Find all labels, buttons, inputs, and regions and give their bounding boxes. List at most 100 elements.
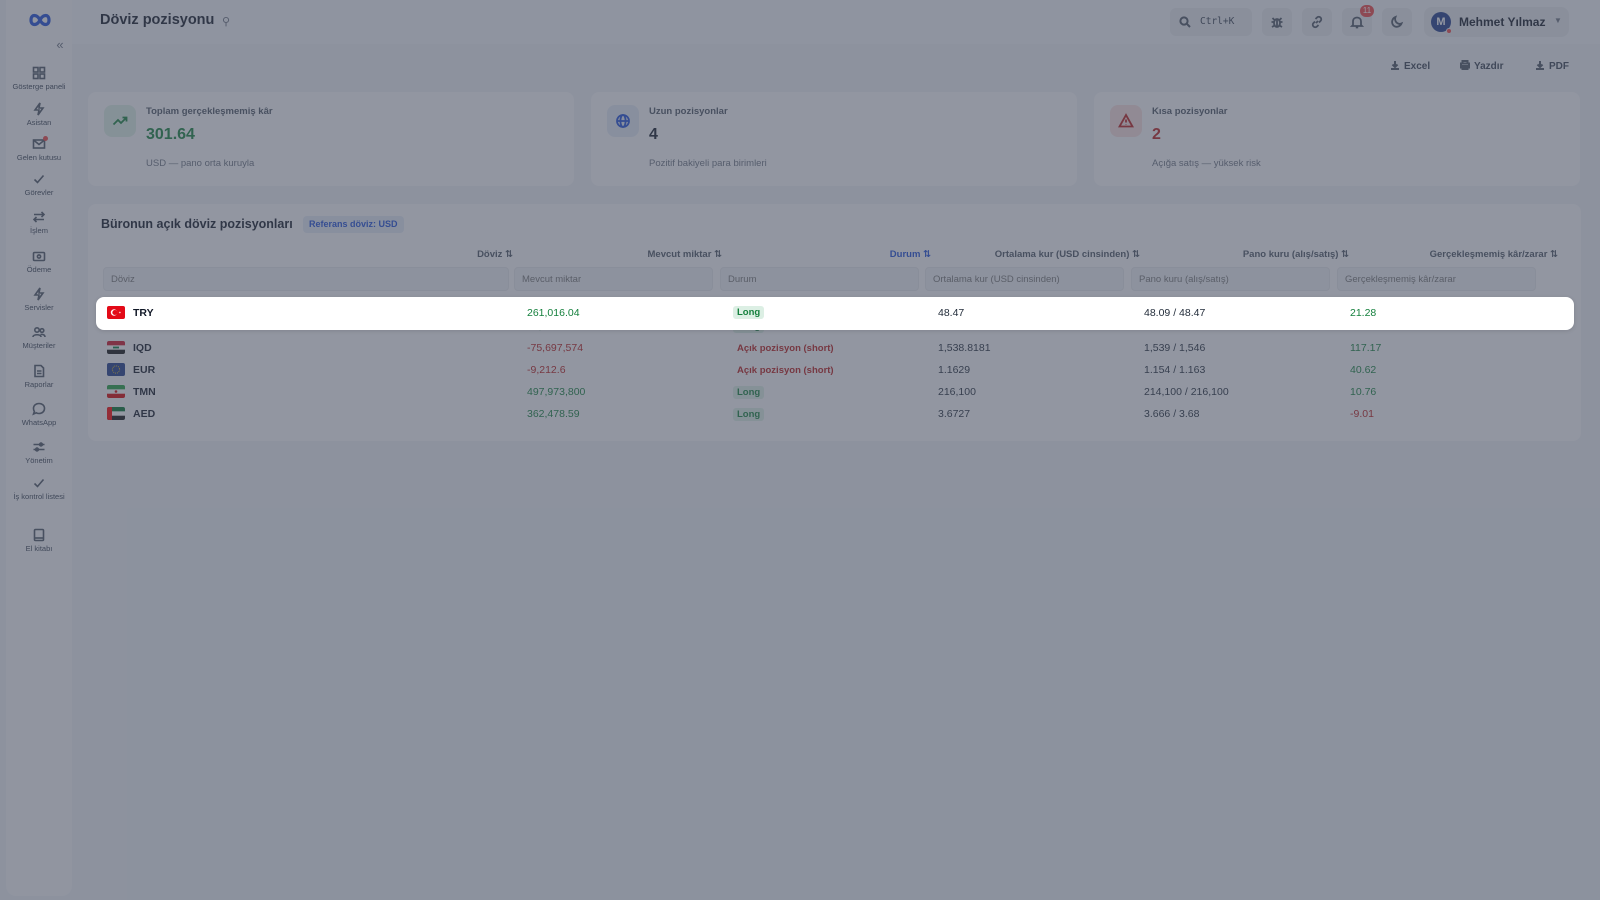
sidebar: « Gösterge paneli Asistan Gelen kutusu G… [6, 0, 72, 896]
sliders-icon [32, 440, 46, 454]
warning-icon [1110, 105, 1142, 137]
sidebar-item-checklist[interactable]: İş kontrol listesi [6, 476, 72, 501]
moon-icon [1391, 15, 1404, 28]
brand-logo-icon[interactable] [22, 8, 58, 32]
flag-turkey-icon [107, 306, 125, 319]
sidebar-item-tasks[interactable]: Görevler [6, 172, 72, 197]
trend-up-icon [104, 105, 136, 137]
book-icon [32, 528, 46, 542]
flag-eu-icon [107, 363, 125, 376]
sidebar-item-label: Yönetim [25, 456, 53, 465]
card-value: 301.64 [146, 126, 195, 143]
dashboard-icon [32, 66, 46, 80]
filter-status-input[interactable] [720, 267, 919, 291]
pin-icon[interactable]: ⚲ [222, 16, 231, 28]
bolt-icon [32, 102, 46, 116]
currency-code: EUR [133, 364, 156, 376]
page-title: Döviz pozisyonu [100, 12, 215, 28]
bug-icon [1271, 17, 1283, 28]
table-title: Büronun açık döviz pozisyonları [101, 217, 293, 231]
column-header-currency[interactable]: Döviz ⇅ [477, 249, 513, 260]
table-row-selected[interactable]: TRY 261,016.04 Long 48.47 48.09 / 48.47 … [96, 297, 1574, 330]
status-badge: Long [733, 408, 765, 421]
column-header-status[interactable]: Durum ⇅ [889, 249, 931, 260]
notification-count-badge: 11 [1360, 5, 1374, 17]
sidebar-item-label: Gelen kutusu [16, 153, 62, 162]
unrealized-pnl: 21.28 [1350, 307, 1377, 319]
sidebar-item-label: WhatsApp [21, 418, 57, 427]
sidebar-item-whatsapp[interactable]: WhatsApp [6, 402, 72, 427]
sidebar-item-management[interactable]: Yönetim [6, 440, 72, 465]
table-row[interactable]: IQD -75,697,574 Açık pozisyon (short) 1,… [96, 338, 1573, 359]
average-rate: 1.1629 [938, 364, 971, 376]
print-label: Yazdır [1474, 61, 1504, 72]
unrealized-pnl: 40.62 [1350, 364, 1377, 376]
dark-mode-toggle[interactable] [1382, 8, 1412, 36]
average-rate: 3.6727 [938, 408, 971, 420]
sidebar-item-inbox[interactable]: Gelen kutusu [6, 136, 72, 162]
sidebar-item-label: El kitabı [25, 544, 53, 553]
currency-code: IQD [133, 342, 152, 354]
status-badge: Long [733, 306, 765, 319]
bolt-icon [32, 287, 46, 301]
filter-board-rate-input[interactable] [1131, 267, 1330, 291]
column-header-board-rate[interactable]: Pano kuru (alış/satış) ⇅ [1242, 249, 1349, 260]
current-amount: 362,478.59 [527, 408, 580, 420]
print-button[interactable]: Yazdır [1460, 60, 1503, 72]
sidebar-item-label: Asistan [26, 118, 52, 127]
search-button[interactable]: Ctrl+K [1170, 8, 1252, 36]
bug-report-button[interactable] [1262, 8, 1292, 36]
board-rate: 1.154 / 1.163 [1144, 364, 1206, 376]
current-amount: 497,973,800 [527, 386, 586, 398]
export-pdf-button[interactable]: PDF [1535, 60, 1569, 72]
status-dot [1446, 28, 1452, 34]
filter-avg-rate-input[interactable] [925, 267, 1124, 291]
column-header-avg-rate[interactable]: Ortalama kur (USD cinsinden) ⇅ [994, 249, 1140, 260]
sidebar-item-label: Servisler [24, 303, 54, 312]
table-row[interactable]: EUR -9,212.6 Açık pozisyon (short) 1.162… [96, 360, 1573, 381]
download-icon [1536, 61, 1544, 70]
column-header-amount[interactable]: Mevcut miktar ⇅ [647, 249, 722, 260]
check-icon [32, 476, 46, 490]
status-badge: Açık pozisyon (short) [737, 343, 834, 354]
current-amount: 261,016.04 [527, 307, 580, 319]
sidebar-item-services[interactable]: Servisler [6, 287, 72, 312]
sidebar-item-handbook[interactable]: El kitabı [6, 528, 72, 553]
link-icon [1311, 15, 1323, 29]
sidebar-item-assistant[interactable]: Asistan [6, 102, 72, 127]
notifications-button[interactable]: 11 [1342, 5, 1374, 36]
flag-iran-icon [107, 385, 125, 398]
column-header-unrealized-pnl[interactable]: Gerçekleşmemiş kâr/zarar ⇅ [1429, 249, 1558, 260]
status-badge: Long [733, 386, 765, 399]
sidebar-item-label: Gösterge paneli [12, 82, 66, 91]
flag-uae-icon [107, 407, 125, 420]
arrows-icon [32, 210, 46, 224]
sidebar-item-payment[interactable]: Ödeme [6, 249, 72, 274]
filter-currency-input[interactable] [103, 267, 509, 291]
unrealized-pnl: -9.01 [1350, 408, 1374, 420]
collapse-sidebar-icon[interactable]: « [56, 37, 64, 52]
filter-pnl-input[interactable] [1337, 267, 1536, 291]
unrealized-pnl: 117.17 [1350, 342, 1382, 354]
reference-currency-badge: Referans döviz: USD [303, 216, 404, 233]
export-excel-button[interactable]: Excel [1390, 60, 1430, 72]
sidebar-item-reports[interactable]: Raporlar [6, 364, 72, 389]
card-subtitle: Açığa satış — yüksek risk [1152, 158, 1261, 169]
search-icon [1179, 16, 1191, 28]
chevron-down-icon: ▼ [1554, 16, 1562, 25]
table-row[interactable]: TMN 497,973,800 Long 216,100 214,100 / 2… [96, 382, 1573, 403]
check-icon [32, 172, 46, 186]
card-total-unrealized-profit: Toplam gerçekleşmemiş kâr 301.64 USD — p… [88, 92, 574, 186]
sidebar-item-label: İşlem [30, 226, 48, 235]
card-value: 4 [649, 126, 658, 143]
table-row[interactable]: AED 362,478.59 Long 3.6727 3.666 / 3.68 … [96, 404, 1573, 425]
link-button[interactable] [1302, 8, 1332, 36]
sidebar-item-transaction[interactable]: İşlem [6, 210, 72, 235]
sidebar-item-customers[interactable]: Müşteriler [6, 325, 72, 350]
sidebar-item-label: Ödeme [26, 265, 52, 274]
filter-amount-input[interactable] [514, 267, 713, 291]
currency-code: TMN [133, 386, 156, 398]
average-rate: 1,538.8181 [938, 342, 991, 354]
user-menu[interactable]: M Mehmet Yılmaz ▼ [1424, 7, 1569, 37]
sidebar-item-dashboard[interactable]: Gösterge paneli [6, 66, 72, 91]
